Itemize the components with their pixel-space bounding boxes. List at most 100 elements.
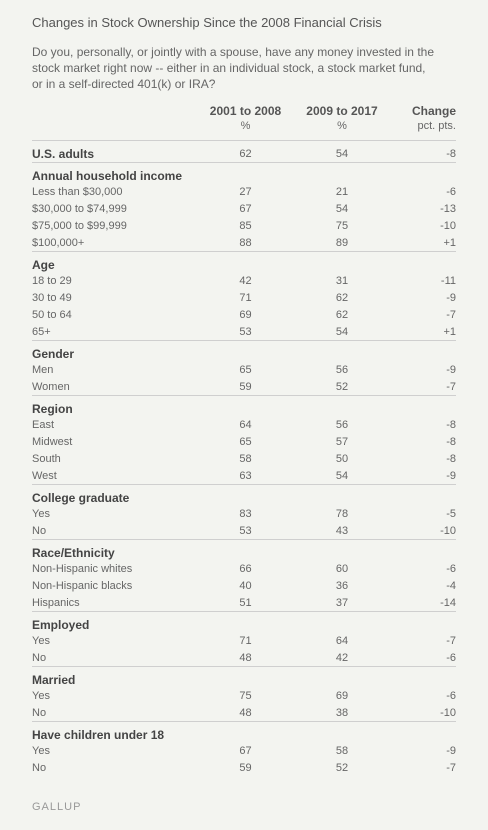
value-2009-2017: 31	[335, 274, 349, 287]
table-row: Midwest 65 57 -8	[32, 433, 456, 450]
value-2001-2008: 53	[239, 524, 252, 537]
value-change: -7	[446, 380, 456, 393]
value-2009-2017: 56	[335, 418, 349, 431]
table-row: East 64 56 -8	[32, 416, 456, 433]
value-2001-2008: 83	[239, 507, 252, 520]
value-2009-2017: 62	[335, 291, 349, 304]
value-change: -8	[446, 418, 456, 431]
value-2009-2017: 43	[335, 524, 349, 537]
group-label: Employed	[32, 611, 198, 632]
group-header-row: Have children under 18	[32, 721, 456, 742]
value-2001-2008: 67	[239, 744, 252, 757]
group-label: College graduate	[32, 484, 198, 505]
value-change: -7	[446, 634, 456, 647]
row-label: Hispanics	[32, 596, 80, 609]
row-label: Women	[32, 380, 70, 393]
unit-2009-2017: %	[337, 120, 347, 132]
value-change: -5	[446, 507, 456, 520]
empty-cell	[391, 395, 456, 416]
group-header-row: College graduate	[32, 484, 456, 505]
value-2009-2017: 56	[335, 363, 349, 376]
row-label: $100,000+	[32, 236, 85, 249]
table-row: 65+ 53 54 +1	[32, 323, 456, 341]
value-2001-2008: 88	[239, 236, 252, 249]
table-body: U.S. adults 62 54 -8 Annual household income…	[32, 140, 456, 777]
table-row: Yes 71 64 -7	[32, 632, 456, 649]
value-2009-2017: 38	[335, 706, 349, 719]
empty-cell	[293, 484, 391, 505]
value-2001-2008: 53	[239, 325, 252, 338]
value-2001-2008: 64	[239, 418, 252, 431]
value-2001-2008: 75	[239, 689, 252, 702]
empty-cell	[293, 721, 391, 742]
survey-question: Do you, personally, or jointly with a sp…	[32, 45, 434, 91]
value-change: -6	[446, 651, 456, 664]
row-label: 50 to 64	[32, 308, 72, 321]
empty-cell	[293, 666, 391, 687]
group-label: Have children under 18	[32, 721, 198, 742]
value-2001-2008: 71	[239, 291, 252, 304]
column-header-2001-2008: 2001 to 2008	[209, 104, 282, 118]
value-2009-2017: 54	[335, 469, 349, 482]
table-row: Yes 83 78 -5	[32, 505, 456, 522]
group-header-row: Race/Ethnicity	[32, 539, 456, 560]
value-2009-2017: 89	[335, 236, 349, 249]
value-2009-2017: 54	[335, 202, 349, 215]
table-row: No 48 42 -6	[32, 649, 456, 667]
row-label: 65+	[32, 325, 51, 338]
units-blank	[32, 120, 198, 141]
results-table: 2001 to 2008 2009 to 2017 Change % % pct…	[32, 102, 456, 776]
units-row: % % pct. pts.	[32, 120, 456, 141]
empty-cell	[293, 162, 391, 183]
row-label: $30,000 to $74,999	[32, 202, 127, 215]
value-2001-2008: 62	[198, 140, 293, 163]
value-2001-2008: 65	[239, 435, 252, 448]
group-label: Region	[32, 395, 198, 416]
row-label: Non-Hispanic blacks	[32, 579, 133, 592]
value-change: -10	[440, 706, 456, 719]
value-2001-2008: 65	[239, 363, 252, 376]
value-2009-2017: 52	[335, 761, 349, 774]
row-label: 18 to 29	[32, 274, 72, 287]
table-row: $30,000 to $74,999 67 54 -13	[32, 200, 456, 217]
row-label: No	[32, 706, 47, 719]
value-2001-2008: 63	[239, 469, 252, 482]
row-label: No	[32, 651, 47, 664]
header-blank	[32, 102, 198, 120]
row-label: No	[32, 524, 47, 537]
group-label: U.S. adults	[32, 140, 198, 163]
empty-cell	[391, 340, 456, 361]
empty-cell	[198, 721, 293, 742]
empty-cell	[198, 251, 293, 272]
row-label: Midwest	[32, 435, 73, 448]
value-change: -11	[440, 274, 456, 287]
value-change: -14	[440, 596, 456, 609]
group-header-row: Gender	[32, 340, 456, 361]
value-change: -9	[446, 469, 456, 482]
table-row: 30 to 49 71 62 -9	[32, 289, 456, 306]
value-change: +1	[443, 236, 456, 249]
empty-cell	[198, 539, 293, 560]
group-header-row: Annual household income	[32, 162, 456, 183]
value-2009-2017: 58	[335, 744, 349, 757]
row-label: Yes	[32, 689, 50, 702]
row-label: 30 to 49	[32, 291, 72, 304]
value-change: -9	[446, 363, 456, 376]
value-2001-2008: 85	[239, 219, 252, 232]
group-header-row: Employed	[32, 611, 456, 632]
row-label: East	[32, 418, 55, 431]
value-2009-2017: 21	[335, 185, 349, 198]
value-2009-2017: 50	[335, 452, 349, 465]
value-2009-2017: 69	[335, 689, 349, 702]
table-row: Non-Hispanic whites 66 60 -6	[32, 560, 456, 577]
value-change: -8	[391, 140, 456, 163]
value-2001-2008: 48	[239, 706, 252, 719]
value-2009-2017: 75	[335, 219, 349, 232]
table-row: No 59 52 -7	[32, 759, 456, 776]
row-label: Yes	[32, 507, 50, 520]
value-2009-2017: 54	[293, 140, 391, 163]
group-label: Age	[32, 251, 198, 272]
value-change: -13	[440, 202, 456, 215]
empty-cell	[293, 539, 391, 560]
empty-cell	[391, 162, 456, 183]
